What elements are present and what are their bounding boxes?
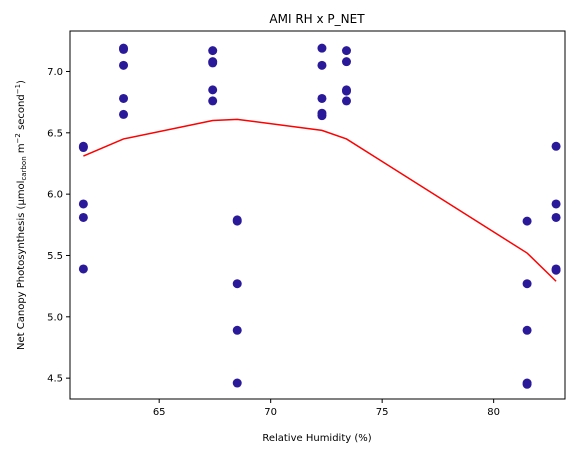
scatter-point bbox=[232, 325, 242, 335]
x-tick-label: 75 bbox=[376, 407, 389, 418]
scatter-point bbox=[208, 85, 218, 95]
scatter-point bbox=[522, 279, 532, 289]
scatter-point bbox=[551, 212, 561, 222]
scatter-point bbox=[551, 265, 561, 275]
x-tick-label: 80 bbox=[487, 407, 500, 418]
scatter-point bbox=[78, 143, 88, 153]
trend-line bbox=[83, 118, 557, 282]
scatter-point bbox=[341, 46, 351, 56]
y-tick-label: 4.5 bbox=[47, 374, 63, 385]
scatter-point bbox=[119, 60, 129, 70]
scatter-point bbox=[551, 199, 561, 209]
plot-area bbox=[78, 43, 561, 389]
y-tick-label: 5.5 bbox=[47, 251, 63, 262]
y-tick-label: 6.5 bbox=[47, 128, 63, 139]
scatter-point bbox=[78, 199, 88, 209]
y-axis-label-end: ) bbox=[16, 80, 27, 84]
x-tick-label: 70 bbox=[264, 407, 277, 418]
scatter-point bbox=[522, 216, 532, 226]
y-axis-label-main: Net Canopy Photosynthesis (µmol bbox=[16, 181, 27, 350]
scatter-point bbox=[208, 96, 218, 106]
scatter-point bbox=[78, 264, 88, 274]
scatter-point bbox=[232, 216, 242, 226]
scatter-point bbox=[317, 93, 327, 103]
chart-title: AMI RH x P_NET bbox=[269, 12, 365, 26]
scatter-point bbox=[551, 141, 561, 151]
y-tick-label: 6.0 bbox=[47, 190, 63, 201]
scatter-point bbox=[119, 93, 129, 103]
scatter-point bbox=[317, 111, 327, 121]
scatter-point bbox=[232, 378, 242, 388]
y-axis-label: Net Canopy Photosynthesis (µmolcarbon m−… bbox=[14, 80, 28, 350]
y-axis-label-mid2: second bbox=[16, 94, 27, 133]
scatter-point bbox=[208, 58, 218, 68]
x-axis: 65 70 75 80 bbox=[153, 399, 500, 418]
scatter-point bbox=[208, 46, 218, 56]
x-axis-label: Relative Humidity (%) bbox=[262, 433, 371, 444]
scatter-point bbox=[317, 43, 327, 53]
y-tick-label: 5.0 bbox=[47, 312, 63, 323]
y-axis-label-sup1: −2 bbox=[14, 133, 22, 143]
y-axis-label-mid: m bbox=[16, 143, 27, 156]
scatter-point bbox=[119, 44, 129, 54]
scatter-point bbox=[341, 86, 351, 96]
scatter-point bbox=[522, 379, 532, 389]
plot-frame bbox=[69, 30, 566, 400]
scatter-point bbox=[78, 212, 88, 222]
scatter-point bbox=[341, 57, 351, 67]
scatter-point bbox=[341, 96, 351, 106]
y-axis-label-sup2: −1 bbox=[14, 84, 22, 94]
y-axis: 4.5 5.0 5.5 6.0 6.5 7.0 bbox=[47, 67, 70, 385]
scatter-point bbox=[522, 325, 532, 335]
x-tick-label: 65 bbox=[153, 407, 166, 418]
scatter-point bbox=[232, 279, 242, 289]
scatter-point bbox=[317, 60, 327, 70]
y-axis-label-sub: carbon bbox=[20, 156, 28, 180]
y-tick-label: 7.0 bbox=[47, 67, 63, 78]
scatter-point bbox=[119, 109, 129, 119]
